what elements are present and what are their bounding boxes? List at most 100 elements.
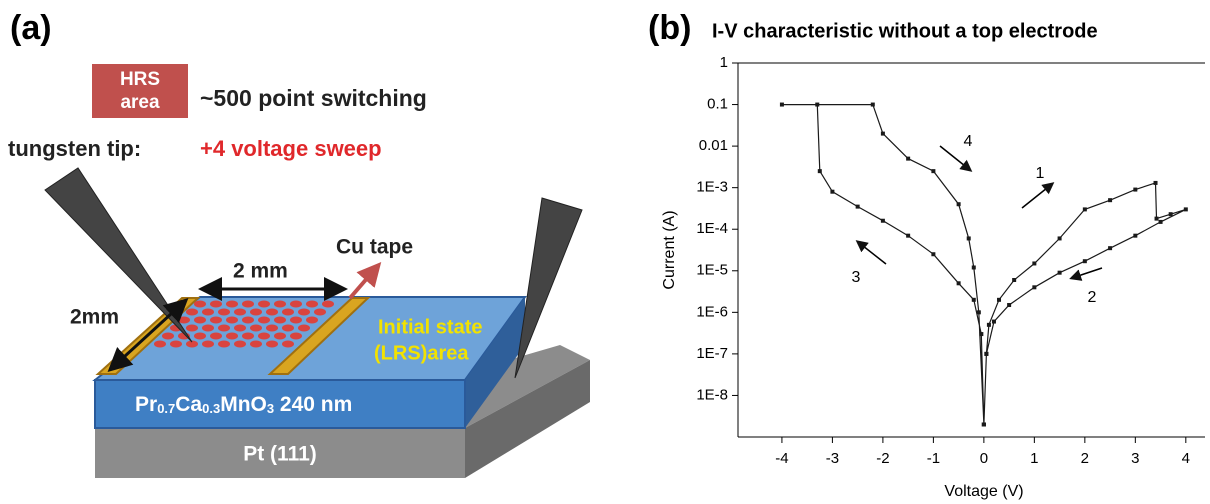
hrs-dot (306, 316, 318, 324)
hrs-dot (290, 300, 302, 308)
length-label: 2mm (70, 306, 119, 329)
data-point (1007, 303, 1012, 308)
data-point (971, 265, 976, 270)
sweep-arrow (855, 240, 887, 265)
film-side (465, 297, 525, 428)
hrs-dot (282, 308, 294, 316)
hrs-dot (186, 308, 198, 316)
substrate-label: Pt (111) (243, 443, 317, 466)
sweep-number: 2 (1088, 289, 1097, 306)
data-point (779, 102, 784, 107)
data-point (870, 102, 875, 107)
x-tick-label: 2 (1081, 450, 1089, 467)
data-point (1108, 198, 1113, 203)
data-point (906, 233, 911, 238)
data-point (1133, 233, 1138, 238)
hrs-dot (194, 332, 206, 340)
sweep-number: 3 (852, 269, 861, 286)
film-part: Ca (175, 393, 202, 416)
x-tick-label: 1 (1030, 450, 1038, 467)
data-point (1032, 261, 1037, 266)
y-tick-label: 1E-8 (696, 386, 728, 403)
hrs-dot (234, 308, 246, 316)
data-point (830, 189, 835, 194)
data-point (956, 202, 961, 207)
data-point (1082, 207, 1087, 212)
data-point (1057, 270, 1062, 275)
y-tick-label: 1E-6 (696, 303, 728, 320)
film-part: Pr (135, 393, 157, 416)
hrs-dot (258, 316, 270, 324)
hrs-dot (298, 308, 310, 316)
hrs-dot (266, 340, 278, 348)
x-tick-label: 4 (1182, 450, 1190, 467)
hrs-dot (242, 332, 254, 340)
electrode (267, 297, 371, 375)
hrs-dot (178, 316, 190, 324)
hrs-dot (274, 316, 286, 324)
data-point (1082, 259, 1087, 264)
hrs-dot (306, 300, 318, 308)
cu-arrow (348, 261, 382, 300)
hrs-dot (266, 308, 278, 316)
hrs-dot (250, 340, 262, 348)
hrs-dot (290, 316, 302, 324)
data-point (815, 102, 820, 107)
data-point (986, 322, 991, 327)
sweep-label: +4 voltage sweep (200, 136, 382, 161)
sweep-arrow (939, 145, 973, 172)
data-point (855, 204, 860, 209)
iv-curve (781, 104, 1187, 425)
data-point (931, 169, 936, 174)
x-tick-label: 3 (1131, 450, 1139, 467)
hrs-dot (202, 324, 214, 332)
hrs-dot (210, 332, 222, 340)
film-label: Pr0.7Ca0.3MnO3 240 nm (135, 393, 352, 417)
data-point (1108, 246, 1113, 251)
sweep-arrow (1021, 182, 1055, 209)
hrs-dot (242, 300, 254, 308)
x-tick-label: 0 (980, 450, 988, 467)
hrs-dot (250, 324, 262, 332)
data-point (1012, 277, 1017, 282)
hrs-dot (226, 316, 238, 324)
y-axis-label: Current (A) (661, 210, 678, 289)
initial-state: (LRS)area (374, 342, 469, 364)
film-sub: 3 (267, 401, 274, 416)
y-tick-label: 1E-3 (696, 179, 728, 196)
x-tick-label: -2 (876, 450, 889, 467)
panel-a: (a) HRS area ~500 point switching tungst… (8, 9, 590, 478)
film-part: 240 nm (274, 393, 352, 416)
sweep-arrow (1069, 267, 1103, 281)
x-tick-label: -4 (775, 450, 788, 467)
hrs-dot (226, 332, 238, 340)
y-tick-label: 1 (720, 54, 728, 71)
data-point (931, 252, 936, 257)
hrs-dot (154, 340, 166, 348)
tip-label: tungsten tip: (8, 136, 141, 161)
hrs-dot (274, 332, 286, 340)
tungsten-tip (514, 197, 583, 379)
x-tick-label: -3 (826, 450, 839, 467)
film-sub: 0.3 (202, 401, 220, 416)
panel-label: (a) (10, 9, 52, 47)
data-point (1133, 187, 1138, 192)
film-sub: 0.7 (157, 401, 175, 416)
hrs-dot (170, 340, 182, 348)
pt-front (95, 428, 465, 478)
y-tick-label: 1E-5 (696, 262, 728, 279)
data-point (1057, 236, 1062, 241)
hrs-dot (282, 340, 294, 348)
hrs-dot (234, 324, 246, 332)
hrs-dot (282, 324, 294, 332)
hrs-dot (202, 308, 214, 316)
data-point (991, 319, 996, 324)
data-point (981, 422, 986, 427)
panel-label: (b) (648, 9, 691, 47)
data-point (1158, 219, 1163, 224)
hrs-dot (234, 340, 246, 348)
data-point (817, 169, 822, 174)
switching-text: ~500 point switching (200, 85, 427, 111)
hrs-dot (298, 324, 310, 332)
hrs-dot (266, 324, 278, 332)
